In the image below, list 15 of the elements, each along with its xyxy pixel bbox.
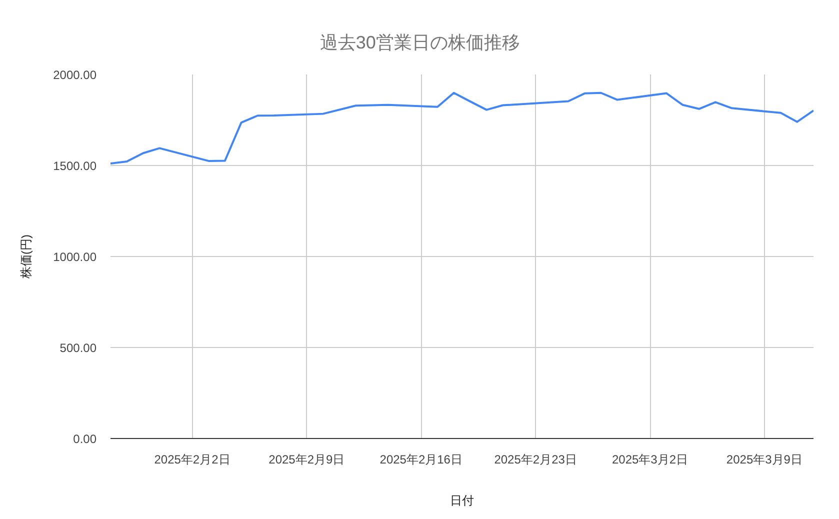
x-tick-label: 2025年2月16日	[380, 452, 462, 466]
y-tick-label: 1500.00	[53, 159, 97, 173]
y-tick-label: 1000.00	[53, 250, 97, 264]
x-tick-label: 2025年2月23日	[494, 452, 577, 466]
chart-title: 過去30営業日の株価推移	[320, 32, 520, 52]
y-tick-label: 0.00	[73, 432, 97, 446]
y-axis-title: 株価(円)	[19, 234, 34, 280]
x-axis-title: 日付	[450, 494, 474, 508]
x-tick-label: 2025年2月2日	[154, 452, 230, 466]
line-series	[110, 92, 814, 164]
x-tick-label: 2025年3月2日	[612, 452, 688, 466]
y-tick-label: 500.00	[60, 341, 97, 355]
x-tick-label: 2025年3月9日	[726, 452, 802, 466]
x-tick-label: 2025年2月9日	[268, 452, 345, 466]
y-tick-label: 2000.00	[53, 68, 97, 82]
